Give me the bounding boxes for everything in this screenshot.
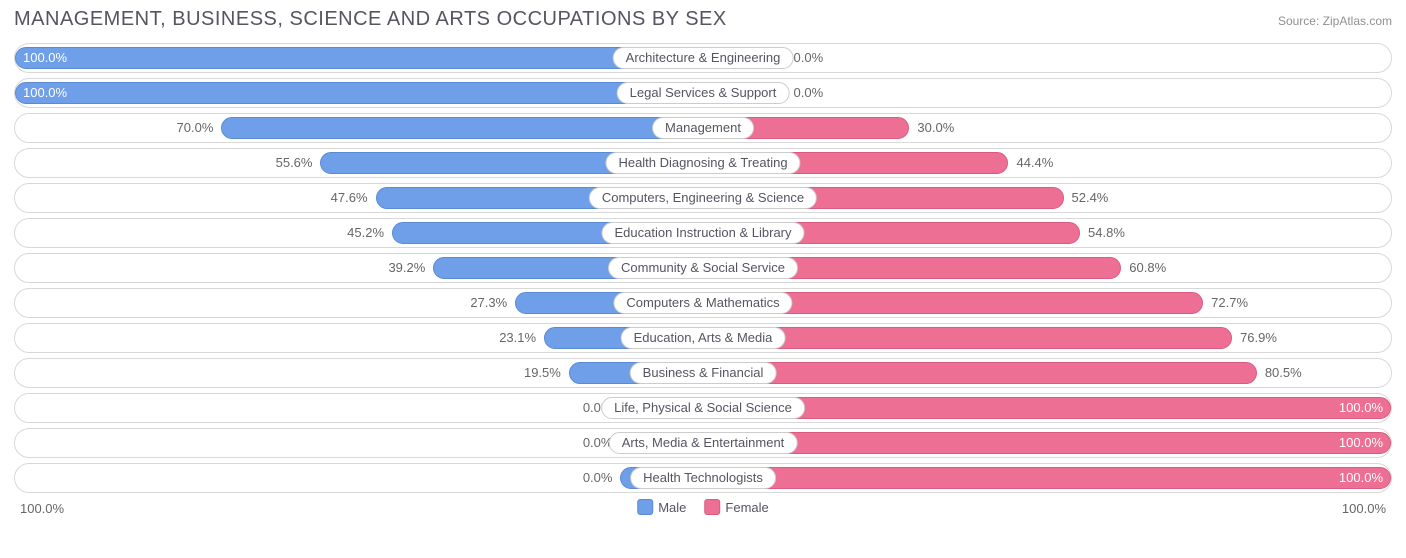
chart-row: 0.0% 100.0% Health Technologists bbox=[14, 463, 1392, 493]
female-value-label: 80.5% bbox=[1265, 359, 1302, 387]
category-label: Computers & Mathematics bbox=[613, 292, 792, 314]
female-bar bbox=[703, 362, 1257, 384]
chart-row: 0.0%100.0%Arts, Media & Entertainment bbox=[14, 428, 1392, 458]
chart-row: 100.0% 0.0%Architecture & Engineering bbox=[14, 43, 1392, 73]
chart-row: 0.0%100.0%Life, Physical & Social Scienc… bbox=[14, 393, 1392, 423]
category-label: Education, Arts & Media bbox=[621, 327, 786, 349]
chart-row: 23.1% 76.9% Education, Arts & Media bbox=[14, 323, 1392, 353]
male-value-label: 0.0% bbox=[583, 464, 613, 492]
chart-row: 70.0% 30.0% Management bbox=[14, 113, 1392, 143]
male-value-label: 39.2% bbox=[388, 254, 425, 282]
legend-female-swatch bbox=[704, 499, 720, 515]
category-label: Computers, Engineering & Science bbox=[589, 187, 817, 209]
legend-male-label: Male bbox=[658, 500, 686, 515]
legend-female-label: Female bbox=[725, 500, 768, 515]
female-bar bbox=[703, 397, 1391, 419]
axis-right-max-label: 100.0% bbox=[1342, 501, 1386, 516]
category-label: Community & Social Service bbox=[608, 257, 798, 279]
chart-row: 45.2% 54.8% Education Instruction & Librar… bbox=[14, 218, 1392, 248]
male-bar bbox=[15, 82, 703, 104]
female-value-label: 30.0% bbox=[917, 114, 954, 142]
chart-row: 55.6% 44.4% Health Diagnosing & Treating bbox=[14, 148, 1392, 178]
female-value-label: 76.9% bbox=[1240, 324, 1277, 352]
male-value-label: 55.6% bbox=[276, 149, 313, 177]
female-value-label: 100.0% bbox=[1339, 394, 1383, 422]
axis-left-max-label: 100.0% bbox=[20, 501, 64, 516]
female-bar bbox=[703, 432, 1391, 454]
chart-row: 47.6% 52.4% Computers, Engineering & Scien… bbox=[14, 183, 1392, 213]
legend-female: Female bbox=[704, 499, 768, 515]
female-value-label: 52.4% bbox=[1072, 184, 1109, 212]
male-bar bbox=[15, 47, 703, 69]
chart-row: 27.3% 72.7% Computers & Mathematics bbox=[14, 288, 1392, 318]
legend: Male Female bbox=[637, 499, 769, 515]
category-label: Health Diagnosing & Treating bbox=[605, 152, 800, 174]
male-value-label: 23.1% bbox=[499, 324, 536, 352]
female-value-label: 0.0% bbox=[794, 79, 824, 107]
diverging-bar-chart: 100.0%0.0%Architecture & Engineering100.… bbox=[14, 43, 1392, 493]
category-label: Architecture & Engineering bbox=[613, 47, 794, 69]
chart-row: 100.0% 0.0%Legal Services & Support bbox=[14, 78, 1392, 108]
category-label: Education Instruction & Library bbox=[601, 222, 804, 244]
male-value-label: 27.3% bbox=[470, 289, 507, 317]
female-bar bbox=[703, 467, 1391, 489]
female-value-label: 54.8% bbox=[1088, 219, 1125, 247]
category-label: Legal Services & Support bbox=[617, 82, 790, 104]
category-label: Arts, Media & Entertainment bbox=[609, 432, 798, 454]
female-value-label: 60.8% bbox=[1129, 254, 1166, 282]
male-value-label: 19.5% bbox=[524, 359, 561, 387]
female-value-label: 72.7% bbox=[1211, 289, 1248, 317]
chart-row: 19.5% 80.5% Business & Financial bbox=[14, 358, 1392, 388]
category-label: Business & Financial bbox=[630, 362, 777, 384]
male-value-label: 100.0% bbox=[23, 79, 67, 107]
legend-male-swatch bbox=[637, 499, 653, 515]
chart-title: MANAGEMENT, BUSINESS, SCIENCE AND ARTS O… bbox=[14, 8, 727, 31]
chart-row: 39.2% 60.8% Community & Social Service bbox=[14, 253, 1392, 283]
category-label: Health Technologists bbox=[630, 467, 776, 489]
male-value-label: 70.0% bbox=[177, 114, 214, 142]
source-credit: Source: ZipAtlas.com bbox=[1278, 14, 1392, 28]
male-bar bbox=[221, 117, 703, 139]
female-value-label: 44.4% bbox=[1016, 149, 1053, 177]
male-value-label: 47.6% bbox=[331, 184, 368, 212]
male-value-label: 100.0% bbox=[23, 44, 67, 72]
legend-male: Male bbox=[637, 499, 686, 515]
category-label: Management bbox=[652, 117, 754, 139]
male-value-label: 45.2% bbox=[347, 219, 384, 247]
female-value-label: 0.0% bbox=[794, 44, 824, 72]
female-value-label: 100.0% bbox=[1339, 429, 1383, 457]
chart-footer: 100.0% Male Female 100.0% bbox=[14, 499, 1392, 523]
female-value-label: 100.0% bbox=[1339, 464, 1383, 492]
category-label: Life, Physical & Social Science bbox=[601, 397, 805, 419]
